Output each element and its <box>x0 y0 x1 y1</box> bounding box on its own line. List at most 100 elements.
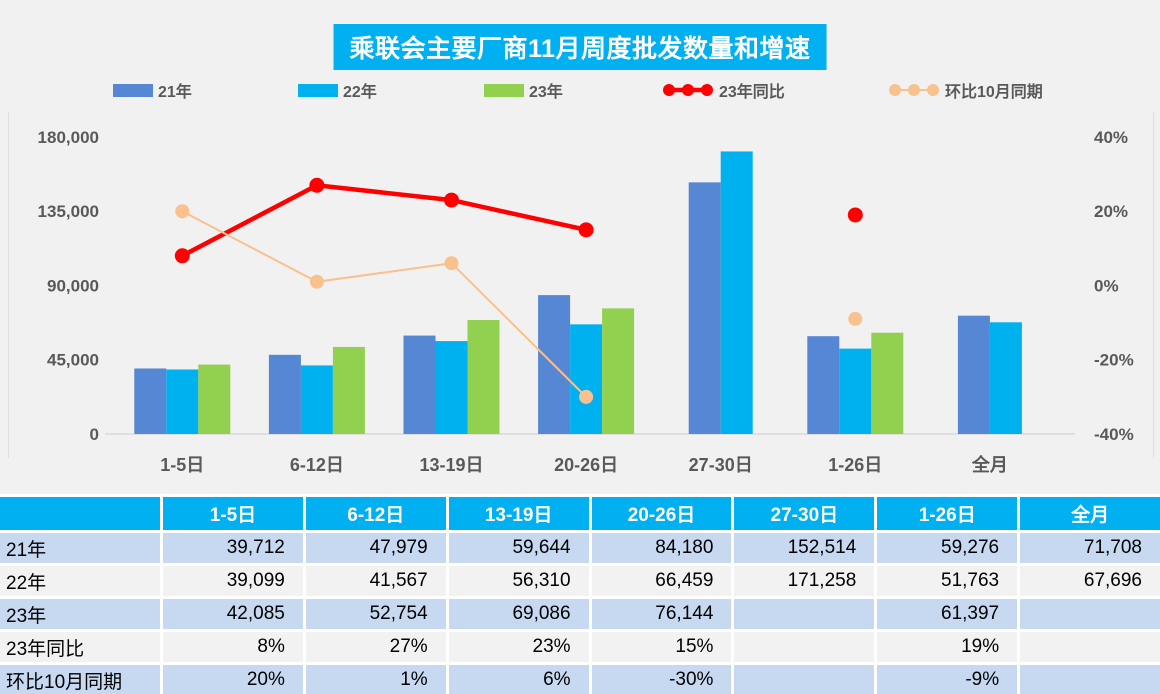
table-cell <box>1020 665 1160 694</box>
pct-axis-label: 0% <box>1094 276 1119 295</box>
point-环比10月同期 <box>579 389 594 404</box>
table-cell <box>1020 599 1160 629</box>
bar-21年 <box>268 354 301 434</box>
combo-chart: 180,000 135,000 90,000 45,000 0 40% 20% 0% -20% -… <box>38 128 1134 475</box>
y-axis-label: 45,000 <box>47 351 99 370</box>
y-axis-label: 0 <box>90 425 99 444</box>
table-header-cell: 13-19日 <box>448 497 589 530</box>
legend-item-21: 21年 <box>113 80 192 101</box>
bar-22年 <box>839 348 872 434</box>
table-cell: 20% <box>163 665 303 694</box>
y-axis-label: 135,000 <box>38 202 99 221</box>
legend-item-yoy: 23年同比 <box>662 80 785 101</box>
table-cell: 41,567 <box>305 566 446 596</box>
point-23年同比 <box>174 248 190 264</box>
table-cell: 171,258 <box>734 566 875 596</box>
table-cell <box>1020 632 1160 662</box>
table-cell: -9% <box>877 665 1018 694</box>
point-23年同比 <box>578 222 594 238</box>
pct-axis-label: -40% <box>1094 425 1134 444</box>
legend-label: 21年 <box>158 84 192 101</box>
legend-label: 环比10月同期 <box>945 84 1043 101</box>
bar-23年 <box>332 346 365 434</box>
bar-21年 <box>403 335 436 434</box>
bar-22年 <box>435 341 468 434</box>
bar-22年 <box>720 151 753 434</box>
bar-22年 <box>570 324 603 434</box>
x-axis-label: 全月 <box>971 454 1008 475</box>
legend-item-mom: 环比10月同期 <box>888 80 1043 101</box>
legend-item-22: 22年 <box>298 80 377 101</box>
table-cell: 8% <box>163 632 303 662</box>
point-环比10月同期 <box>848 311 863 326</box>
pct-axis-label: 40% <box>1094 128 1128 147</box>
table-cell: 84,180 <box>591 533 732 563</box>
row-label: 22年 <box>0 566 160 596</box>
bar-21年 <box>688 182 721 434</box>
pct-axis-label: 20% <box>1094 202 1128 221</box>
pct-axis-label: -20% <box>1094 351 1134 370</box>
row-label: 23年同比 <box>0 632 160 662</box>
legend-marker-mom-line <box>888 82 940 98</box>
chart-panel: 乘联会主要厂商11月周度批发数量和增速 21年 22年 23年 23年同比 环比… <box>0 24 1160 475</box>
table-cell: 61,397 <box>877 599 1018 629</box>
bar-23年 <box>871 332 904 434</box>
table-cell <box>734 665 875 694</box>
bar-22年 <box>166 369 199 434</box>
table-cell <box>734 632 875 662</box>
table-cell: 15% <box>591 632 732 662</box>
point-23年同比 <box>309 177 325 193</box>
table-header-cell: 1-5日 <box>163 497 303 530</box>
table-cell: 67,696 <box>1020 566 1160 596</box>
table-cell: 1% <box>305 665 446 694</box>
table-cell: -30% <box>591 665 732 694</box>
table-cell: 42,085 <box>163 599 303 629</box>
table-cell: 39,712 <box>163 533 303 563</box>
bar-23年 <box>602 308 635 434</box>
bar-23年 <box>198 364 231 434</box>
table-header-cell: 27-30日 <box>734 497 875 530</box>
bar-21年 <box>957 315 990 434</box>
legend-label: 23年同比 <box>719 84 785 101</box>
legend-item-23: 23年 <box>484 80 563 101</box>
point-环比10月同期 <box>309 274 324 289</box>
table-cell: 152,514 <box>734 533 875 563</box>
point-23年同比 <box>847 207 863 223</box>
chart-legend: 21年 22年 23年 23年同比 环比10月同期 <box>0 80 1160 102</box>
table-cell: 19% <box>877 632 1018 662</box>
legend-marker-yoy-line <box>662 82 714 98</box>
table-cell: 59,276 <box>877 533 1018 563</box>
table-header-cell: 1-26日 <box>877 497 1018 530</box>
table-corner-cell <box>0 497 160 530</box>
chart-title: 乘联会主要厂商11月周度批发数量和增速 <box>333 24 827 70</box>
legend-swatch-22-bar <box>298 83 338 97</box>
legend-swatch-21-bar <box>113 83 153 97</box>
table-cell: 69,086 <box>448 599 589 629</box>
x-axis-label: 27-30日 <box>689 455 753 475</box>
plot-frame <box>8 112 1154 458</box>
x-axis-label: 1-5日 <box>160 455 204 475</box>
x-axis-label: 6-12日 <box>290 455 344 475</box>
bar-22年 <box>300 365 333 434</box>
table-cell: 66,459 <box>591 566 732 596</box>
row-label: 21年 <box>0 533 160 563</box>
table-cell: 52,754 <box>305 599 446 629</box>
legend-label: 23年 <box>529 84 563 101</box>
table-cell: 51,763 <box>877 566 1018 596</box>
line-环比10月同期 <box>181 210 587 398</box>
row-label: 环比10月同期 <box>0 665 160 694</box>
table-cell: 6% <box>448 665 589 694</box>
point-23年同比 <box>444 192 459 208</box>
table-cell: 59,644 <box>448 533 589 563</box>
x-axis-label: 1-26日 <box>828 455 882 475</box>
point-环比10月同期 <box>175 204 190 219</box>
bar-23年 <box>467 320 500 434</box>
table-cell: 23% <box>448 632 589 662</box>
legend-swatch-23-bar <box>484 83 524 97</box>
table-header-cell: 20-26日 <box>591 497 732 530</box>
table-cell: 27% <box>305 632 446 662</box>
legend-label: 22年 <box>343 84 377 101</box>
line-23年同比 <box>181 182 587 258</box>
table-cell: 76,144 <box>591 599 732 629</box>
